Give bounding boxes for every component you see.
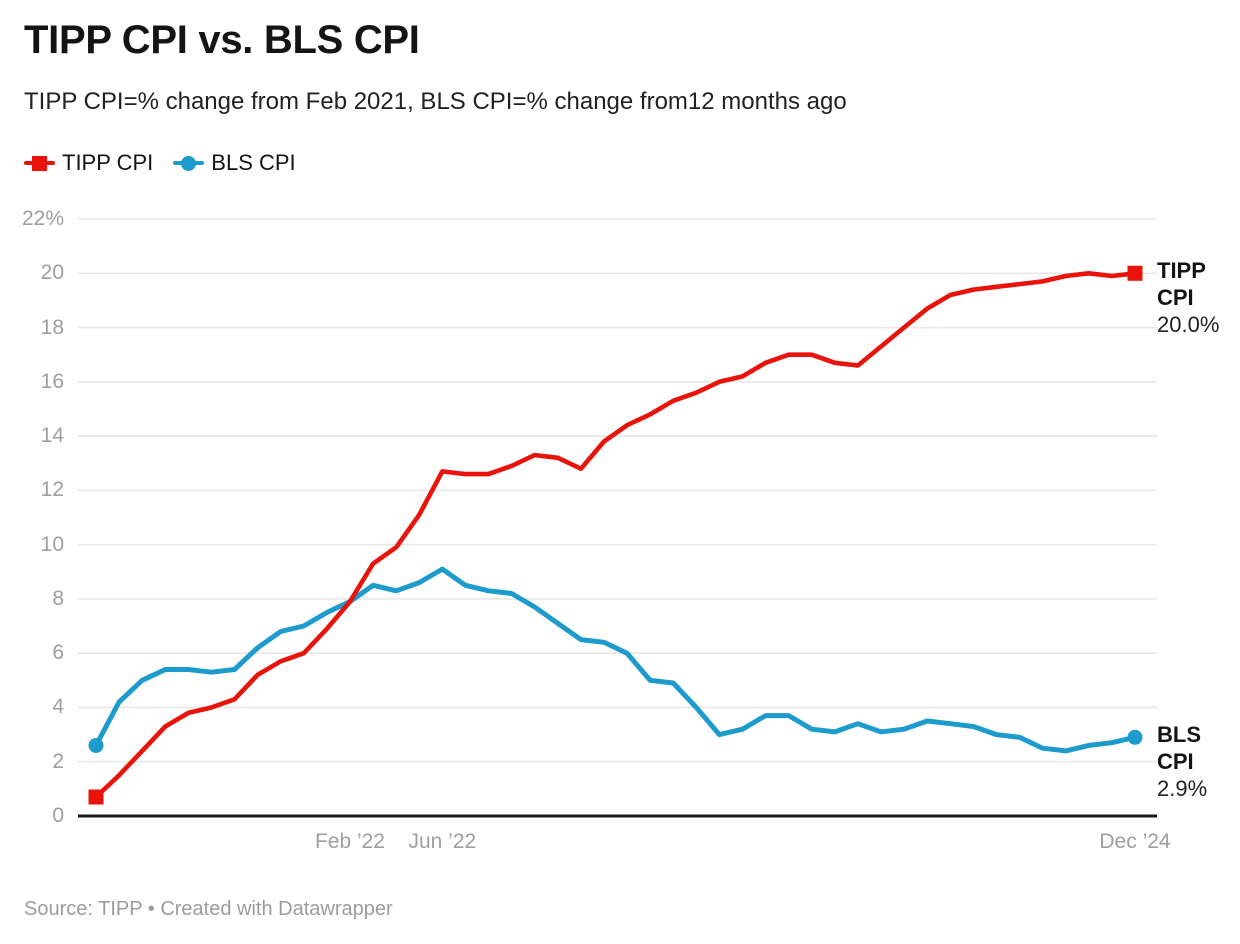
- series-end-label-name-line: TIPP: [1157, 258, 1206, 284]
- square-point-marker: [88, 789, 104, 805]
- legend-item-label: TIPP CPI: [62, 150, 154, 175]
- series-end-label-tipp-cpi: TIPP CPI 20.0%: [1157, 257, 1219, 338]
- square-point-marker: [1127, 265, 1143, 281]
- source-note: Source: TIPP • Created with Datawrapper: [24, 898, 393, 920]
- y-axis-tick-label: 18: [40, 315, 64, 339]
- y-axis-tick-label: 14: [40, 424, 64, 448]
- y-axis-tick-label: 2: [52, 749, 64, 773]
- series-end-label-name-line: CPI: [1157, 285, 1194, 311]
- circle-marker-icon: [173, 155, 205, 171]
- chart-title: TIPP CPI vs. BLS CPI: [24, 18, 420, 62]
- x-axis-tick-label: Feb ’22: [314, 830, 385, 853]
- square-marker-icon: [24, 155, 55, 171]
- y-axis-tick-label: 0: [52, 804, 64, 827]
- y-axis-tick-label: 20: [40, 261, 64, 285]
- legend-item-bls-cpi[interactable]: BLS CPI: [173, 150, 296, 176]
- series-line-bls-cpi: [93, 566, 1138, 754]
- series-line-tipp-cpi: [93, 270, 1138, 800]
- y-axis-tick-label: 22%: [21, 207, 64, 230]
- y-axis-tick-label: 12: [40, 478, 64, 502]
- series-end-label-value: 20.0%: [1157, 312, 1220, 338]
- series-end-label-name-line: CPI: [1157, 749, 1194, 775]
- legend-item-tipp-cpi[interactable]: TIPP CPI: [24, 150, 153, 176]
- legend: TIPP CPI BLS CPI: [24, 150, 296, 176]
- y-axis-tick-label: 4: [52, 695, 64, 719]
- series-end-label-name-line: BLS: [1157, 722, 1201, 748]
- circle-point-marker: [1127, 729, 1143, 745]
- series-end-label-value: 2.9%: [1157, 776, 1208, 802]
- y-axis-tick-label: 10: [40, 532, 64, 556]
- series-end-label-bls-cpi: BLS CPI 2.9%: [1157, 721, 1207, 802]
- circle-point-marker: [88, 737, 104, 753]
- legend-item-label: BLS CPI: [211, 150, 296, 175]
- y-axis-tick-label: 6: [52, 641, 64, 665]
- chart-subtitle: TIPP CPI=% change from Feb 2021, BLS CPI…: [24, 88, 847, 115]
- y-axis-tick-label: 8: [52, 586, 64, 610]
- x-axis-tick-label: Jun ’22: [408, 830, 477, 853]
- x-axis-tick-label: Dec ’24: [1099, 830, 1171, 853]
- y-axis-tick-label: 16: [40, 369, 64, 393]
